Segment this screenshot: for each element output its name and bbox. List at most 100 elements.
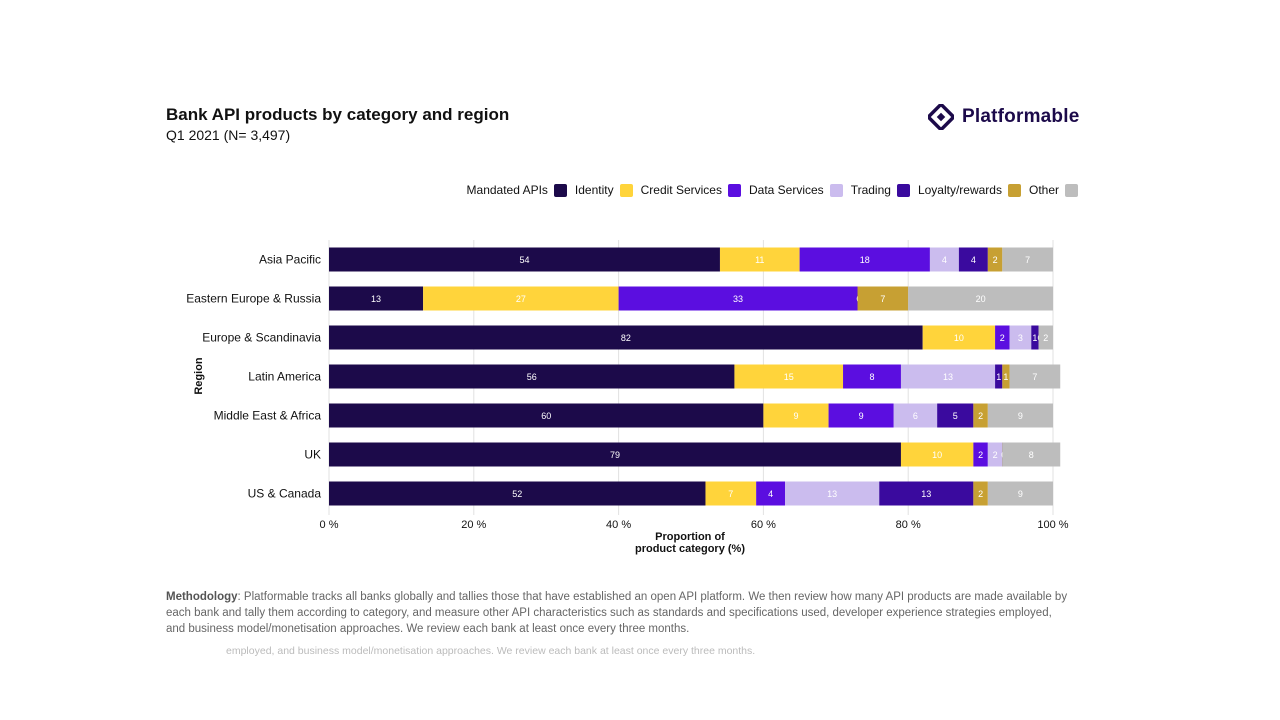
legend-item: Credit Services bbox=[641, 183, 741, 197]
methodology-text: : Platformable tracks all banks globally… bbox=[166, 591, 1068, 635]
bar-segment bbox=[987, 403, 1053, 428]
bar-segment bbox=[1009, 364, 1061, 389]
bar-segment bbox=[734, 364, 844, 389]
data-label: 7 bbox=[728, 489, 733, 499]
y-tick-label: Asia Pacific bbox=[259, 253, 321, 267]
bar-segment bbox=[995, 325, 1010, 350]
legend-swatch bbox=[727, 183, 741, 197]
y-tick-label: Latin America bbox=[248, 370, 321, 384]
chart-title: Bank API products by category and region bbox=[166, 105, 510, 124]
bar-segment bbox=[423, 286, 619, 311]
data-label: 18 bbox=[860, 255, 870, 265]
data-label: 2 bbox=[978, 489, 983, 499]
legend-swatch bbox=[1007, 183, 1021, 197]
data-label: 27 bbox=[516, 294, 526, 304]
data-label: 2 bbox=[978, 450, 983, 460]
data-label: 13 bbox=[827, 489, 837, 499]
bar-segment bbox=[1038, 325, 1053, 350]
bar-segment bbox=[843, 364, 901, 389]
methodology-label: Methodology bbox=[166, 591, 238, 603]
data-label: 7 bbox=[880, 294, 885, 304]
data-label: 1 bbox=[1003, 372, 1008, 382]
bar-segment bbox=[329, 442, 901, 467]
bar-segment bbox=[900, 442, 974, 467]
legend-swatch bbox=[619, 183, 633, 197]
stacked-bar-chart: 0 % 20 % 40 % 60 % 80 % 100 % Proportion ofpro… bbox=[186, 240, 1069, 555]
bar-segment bbox=[908, 286, 1053, 311]
y-tick-label: Middle East & Africa bbox=[214, 409, 322, 423]
data-label: 10 bbox=[954, 333, 964, 343]
y-tick-label: US & Canada bbox=[248, 487, 322, 501]
y-tick-label: UK bbox=[304, 448, 321, 462]
bar-segment bbox=[973, 481, 988, 506]
data-label: 82 bbox=[621, 333, 631, 343]
bar-segment bbox=[995, 364, 1003, 389]
brand-name: Platformable bbox=[962, 106, 1080, 127]
legend-item: Identity bbox=[575, 183, 633, 197]
bar-segment bbox=[618, 286, 858, 311]
data-label: 9 bbox=[859, 411, 864, 421]
bar-segment bbox=[922, 325, 996, 350]
bar-segment bbox=[857, 286, 909, 311]
data-label: 60 bbox=[541, 411, 551, 421]
data-label: 52 bbox=[512, 489, 522, 499]
data-label: 10 bbox=[932, 450, 942, 460]
bar-segment bbox=[329, 403, 764, 428]
data-label: 2 bbox=[993, 450, 998, 460]
data-label: 4 bbox=[768, 489, 773, 499]
data-label: 4 bbox=[971, 255, 976, 265]
methodology-overflow-text: employed, and business model/monetisatio… bbox=[226, 645, 756, 657]
bar-segment bbox=[900, 364, 996, 389]
bar-segment bbox=[763, 403, 829, 428]
brand-logo: Platformable bbox=[928, 104, 1080, 130]
legend-item: Other bbox=[1029, 183, 1078, 197]
data-label: 5 bbox=[953, 411, 958, 421]
bar-segment bbox=[1009, 325, 1032, 350]
data-label: 13 bbox=[943, 372, 953, 382]
bar-segment bbox=[785, 481, 880, 506]
bar-segment bbox=[329, 247, 720, 272]
data-label: 54 bbox=[519, 255, 529, 265]
bar-segment bbox=[1002, 247, 1053, 272]
platformable-logo-icon bbox=[928, 104, 954, 130]
bar-segment bbox=[705, 481, 757, 506]
data-label: 6 bbox=[913, 411, 918, 421]
data-label: 9 bbox=[1018, 411, 1023, 421]
bar-segment bbox=[973, 442, 988, 467]
legend-item: Trading bbox=[851, 183, 910, 197]
bar-segment bbox=[799, 247, 930, 272]
data-label: 15 bbox=[784, 372, 794, 382]
legend-swatch bbox=[896, 183, 910, 197]
legend-label: Data Services bbox=[748, 183, 824, 197]
bar-segment bbox=[987, 247, 1003, 272]
bar-segment bbox=[828, 403, 894, 428]
x-tick-label: 40 % bbox=[606, 519, 631, 531]
bar-segment bbox=[987, 442, 1003, 467]
chart-subtitle: Q1 2021 (N= 3,497) bbox=[166, 127, 291, 143]
y-axis-title: Region bbox=[193, 357, 205, 395]
x-tick-label: 20 % bbox=[461, 519, 486, 531]
bar-segment bbox=[893, 403, 938, 428]
legend-item: Data Services bbox=[749, 183, 843, 197]
data-label: 13 bbox=[921, 489, 931, 499]
data-label: 7 bbox=[1025, 255, 1030, 265]
legend-item: Mandated APIs bbox=[467, 183, 567, 197]
bar-segment bbox=[329, 364, 735, 389]
data-label: 33 bbox=[733, 294, 743, 304]
data-label: 2 bbox=[993, 255, 998, 265]
legend-swatch bbox=[829, 183, 843, 197]
bar-segment bbox=[1002, 364, 1010, 389]
data-label: 13 bbox=[371, 294, 381, 304]
legend-swatch bbox=[553, 183, 567, 197]
x-axis-title: Proportion of bbox=[655, 531, 725, 543]
chart-legend: Mandated APIs Identity Credit Services Data… bbox=[459, 183, 1078, 197]
legend-label: Loyalty/rewards bbox=[917, 183, 1002, 197]
x-tick-label: 0 % bbox=[320, 519, 339, 531]
data-label: 56 bbox=[527, 372, 537, 382]
legend-label: Other bbox=[1028, 183, 1059, 197]
data-label: 20 bbox=[976, 294, 986, 304]
data-label: 11 bbox=[755, 255, 764, 265]
x-tick-label: 60 % bbox=[751, 519, 776, 531]
data-label: 2 bbox=[978, 411, 983, 421]
bar-segment bbox=[1002, 442, 1061, 467]
